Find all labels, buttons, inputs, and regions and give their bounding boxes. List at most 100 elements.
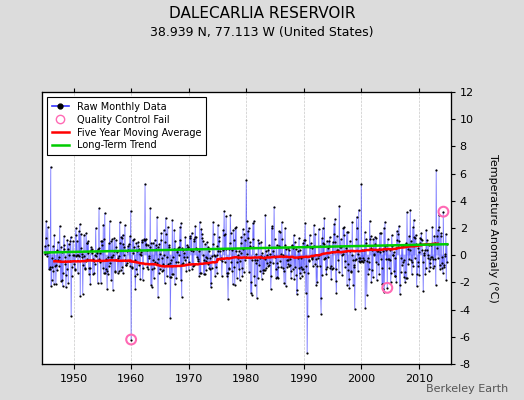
Point — [81, 266, 89, 273]
Point — [379, 280, 388, 287]
Point — [122, 262, 130, 268]
Point — [62, 284, 70, 290]
Point — [382, 256, 390, 262]
Point — [329, 239, 337, 245]
Point — [373, 248, 381, 254]
Point — [393, 237, 401, 243]
Point — [304, 256, 313, 263]
Point — [403, 209, 411, 215]
Point — [339, 250, 347, 257]
Point — [74, 228, 83, 235]
Point — [354, 206, 363, 213]
Point — [376, 255, 385, 262]
Point — [432, 282, 440, 288]
Point — [275, 228, 283, 234]
Point — [129, 236, 138, 242]
Point — [325, 243, 333, 249]
Point — [408, 271, 416, 278]
Point — [387, 279, 395, 285]
Point — [288, 243, 297, 250]
Point — [218, 258, 226, 264]
Point — [313, 263, 321, 270]
Point — [146, 205, 155, 212]
Point — [133, 271, 141, 277]
Point — [128, 237, 137, 243]
Point — [214, 248, 223, 254]
Point — [176, 237, 184, 243]
Point — [228, 247, 236, 253]
Point — [85, 270, 93, 277]
Point — [398, 243, 406, 249]
Point — [100, 236, 108, 242]
Point — [319, 240, 327, 246]
Point — [71, 266, 79, 273]
Point — [399, 258, 407, 265]
Point — [250, 282, 259, 288]
Point — [147, 240, 156, 246]
Point — [411, 232, 420, 238]
Point — [211, 252, 219, 259]
Point — [86, 247, 95, 253]
Point — [247, 292, 256, 298]
Point — [127, 336, 135, 343]
Point — [423, 236, 431, 243]
Point — [293, 287, 301, 293]
Point — [343, 282, 351, 288]
Point — [112, 237, 120, 243]
Point — [288, 242, 296, 248]
Point — [72, 225, 80, 231]
Point — [167, 274, 175, 280]
Point — [206, 284, 215, 290]
Point — [163, 224, 172, 230]
Point — [424, 255, 432, 261]
Point — [154, 294, 162, 300]
Point — [392, 228, 401, 234]
Point — [326, 264, 334, 271]
Point — [269, 248, 277, 254]
Point — [104, 240, 113, 247]
Point — [430, 263, 438, 270]
Point — [192, 245, 200, 251]
Point — [348, 219, 356, 226]
Point — [77, 231, 85, 237]
Point — [85, 264, 94, 271]
Point — [209, 219, 217, 226]
Point — [312, 282, 321, 288]
Point — [198, 231, 206, 238]
Point — [431, 255, 439, 262]
Point — [233, 259, 242, 266]
Point — [98, 238, 106, 244]
Point — [188, 248, 196, 255]
Point — [46, 264, 54, 270]
Point — [291, 245, 300, 252]
Text: Berkeley Earth: Berkeley Earth — [426, 384, 508, 394]
Point — [214, 222, 222, 228]
Point — [381, 247, 390, 253]
Point — [297, 254, 305, 261]
Point — [114, 255, 123, 261]
Point — [107, 238, 115, 244]
Text: 38.939 N, 77.113 W (United States): 38.939 N, 77.113 W (United States) — [150, 26, 374, 39]
Point — [243, 250, 252, 257]
Point — [441, 253, 449, 259]
Point — [263, 252, 271, 258]
Point — [118, 232, 127, 238]
Point — [232, 248, 240, 254]
Point — [427, 242, 435, 248]
Point — [303, 350, 311, 356]
Point — [394, 231, 402, 238]
Point — [289, 244, 298, 251]
Point — [385, 256, 393, 262]
Point — [227, 259, 236, 265]
Point — [309, 263, 317, 269]
Point — [188, 230, 196, 236]
Point — [63, 246, 72, 252]
Point — [140, 237, 149, 244]
Point — [52, 280, 60, 287]
Point — [341, 258, 349, 264]
Legend: Raw Monthly Data, Quality Control Fail, Five Year Moving Average, Long-Term Tren: Raw Monthly Data, Quality Control Fail, … — [47, 97, 206, 155]
Point — [296, 274, 304, 281]
Point — [239, 226, 247, 232]
Point — [103, 268, 111, 274]
Point — [392, 245, 400, 251]
